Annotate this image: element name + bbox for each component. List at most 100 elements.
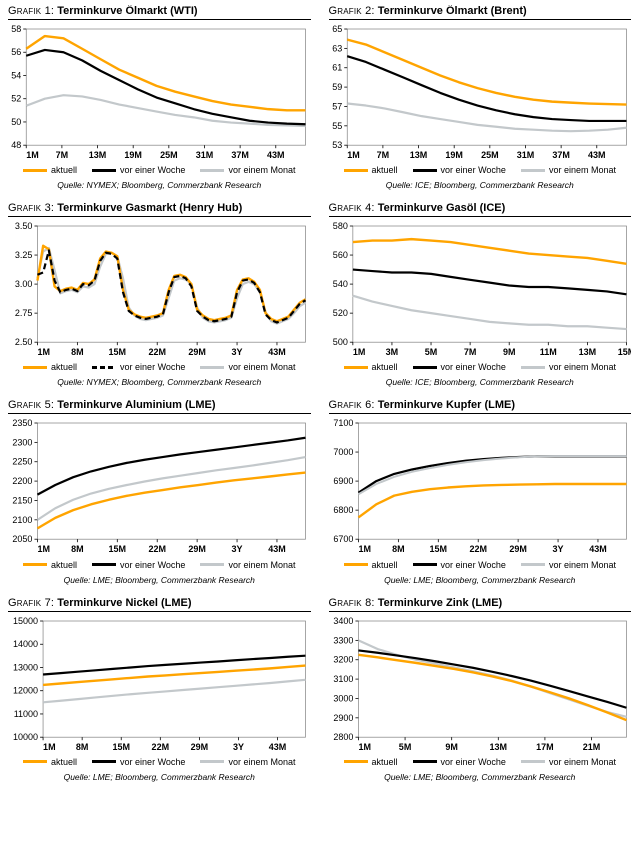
chart-heading: Grafik 2: Terminkurve Ölmarkt (Brent) [328,5,631,20]
svg-text:3.50: 3.50 [15,221,33,231]
svg-text:12000: 12000 [13,685,38,695]
legend-label: vor einer Woche [120,559,186,570]
legend-line-swatch [412,760,437,764]
chart-legend: aktuell vor einer Woche vor einem Monat [329,362,632,372]
chart-canvas: 2.50 2.75 3.00 3.25 3.50 1M 8M 15M 22M 29M 3Y 43M [15,221,307,357]
svg-text:15M: 15M [109,347,127,357]
chart-heading: Grafik 3: Terminkurve Gasmarkt (Henry Hu… [8,202,311,218]
legend-item: vor einem Monat [200,560,295,570]
svg-text:1M: 1M [352,347,365,357]
legend-line-swatch [520,563,545,567]
chart-label: Grafik 6: [328,399,375,412]
series-aktuell [36,471,306,530]
chart-source: Quelle: NYMEX; Bloomberg, Commerzbank Re… [57,180,262,191]
svg-text:7M: 7M [56,150,69,160]
legend-line-swatch [92,760,117,764]
series-vor-einer-woche [36,437,306,497]
chart-legend: aktuell vor einer Woche vor einem Monat [8,757,311,767]
chart-label: Grafik 2: [328,5,375,17]
chart-canvas: 6700 6800 6900 7000 7100 1M 8M 15M 22M 29M 3Y 43M [333,418,627,555]
legend-label: aktuell [371,756,398,767]
chart-legend: aktuell vor einer Woche vor einem Monat [8,165,311,175]
svg-text:7M: 7M [376,150,389,160]
legend-item: vor einem Monat [200,757,295,767]
series-vor-einem-monat [352,294,627,331]
line-chart-brent: 53 55 57 59 61 63 65 1M 7M 13M 19M 25M 31M 37M 43M [329,24,632,162]
legend-item: vor einem Monat [200,362,295,372]
chart-heading: Grafik 4: Terminkurve Gasöl (ICE) [328,202,631,218]
legend-line-swatch [520,168,545,172]
svg-text:29M: 29M [509,545,527,555]
svg-text:43M: 43M [268,347,286,357]
charts-grid: Grafik 1: Terminkurve Ölmarkt (WTI) 48 50… [8,5,632,782]
chart-title: Terminkurve Aluminium (LME) [57,399,216,412]
chart-title: Terminkurve Kupfer (LME) [377,399,516,412]
series-aktuell [42,664,306,686]
chart-label: Grafik 8: [328,596,375,609]
svg-text:8M: 8M [71,347,84,357]
svg-text:13000: 13000 [13,662,38,672]
svg-text:43M: 43M [588,150,606,160]
chart-heading: Grafik 6: Terminkurve Kupfer (LME) [328,399,631,415]
legend-line-swatch [200,365,225,369]
chart-canvas: 500 520 540 560 580 1M 3M 5M 7M 9M 11M 13M 15M [332,221,631,357]
legend-label: vor einer Woche [440,362,506,373]
series-aktuell [357,653,627,721]
legend-item: aktuell [343,756,398,767]
chart-block-brent: Grafik 2: Terminkurve Ölmarkt (Brent) 53… [328,5,632,196]
svg-text:500: 500 [332,337,347,347]
series-aktuell [25,34,306,112]
legend-label: vor einem Monat [228,165,296,176]
legend-label: vor einer Woche [440,756,506,767]
svg-text:7M: 7M [463,347,476,357]
svg-text:15000: 15000 [13,616,38,626]
svg-text:65: 65 [332,24,342,34]
chart-title: Terminkurve Zink (LME) [377,596,503,609]
legend-line-swatch [200,760,225,764]
chart-source: Quelle: ICE; Bloomberg, Commerzbank Rese… [385,180,574,191]
chart-canvas: 2800 2900 3000 3100 3200 3300 3400 1M 5M 9M 13M 17M… [333,616,627,752]
legend-item: vor einem Monat [520,757,616,767]
series-aktuell [346,38,627,106]
svg-text:2300: 2300 [12,438,32,448]
svg-text:2050: 2050 [12,535,32,545]
svg-text:17M: 17M [536,742,554,752]
chart-block-gasoil: Grafik 4: Terminkurve Gasöl (ICE) 500 520… [328,202,632,393]
svg-text:29M: 29M [191,742,209,752]
legend-label: aktuell [371,165,398,176]
chart-canvas: 53 55 57 59 61 63 65 1M 7M 13M 19M 25M 31M 37M 43M [332,24,627,160]
svg-text:15M: 15M [429,545,447,555]
svg-text:5M: 5M [398,742,411,752]
legend-item: aktuell [343,165,398,176]
chart-source: Quelle: LME; Bloomberg, Commerzbank Rese… [384,574,576,585]
legend-item: aktuell [23,560,77,570]
legend-item: vor einer Woche [92,757,185,767]
chart-legend: aktuell vor einer Woche vor einem Monat [329,757,632,767]
svg-text:57: 57 [332,101,342,111]
svg-text:3100: 3100 [333,674,353,684]
legend-line-swatch [200,168,225,172]
series-vor-einem-monat [25,94,306,128]
svg-text:3Y: 3Y [232,347,243,357]
legend-label: aktuell [371,559,398,570]
svg-text:37M: 37M [552,150,570,160]
svg-text:13M: 13M [409,150,427,160]
svg-text:50: 50 [11,117,21,127]
legend-line-swatch [412,563,437,567]
svg-text:2.75: 2.75 [15,308,33,318]
legend-line-swatch [23,563,48,567]
svg-text:3000: 3000 [333,693,353,703]
svg-text:8M: 8M [76,742,89,752]
legend-item: vor einem Monat [520,560,616,570]
svg-text:55: 55 [332,121,342,131]
svg-text:580: 580 [332,221,347,231]
chart-label: Grafik 3: [8,202,55,215]
legend-label: vor einem Monat [228,756,296,767]
svg-text:15M: 15M [617,347,631,357]
svg-text:3200: 3200 [333,654,353,664]
svg-text:3M: 3M [385,347,398,357]
legend-line-swatch [412,365,437,369]
svg-text:6900: 6900 [333,477,353,487]
svg-text:13M: 13M [89,150,107,160]
svg-text:2250: 2250 [12,457,32,467]
